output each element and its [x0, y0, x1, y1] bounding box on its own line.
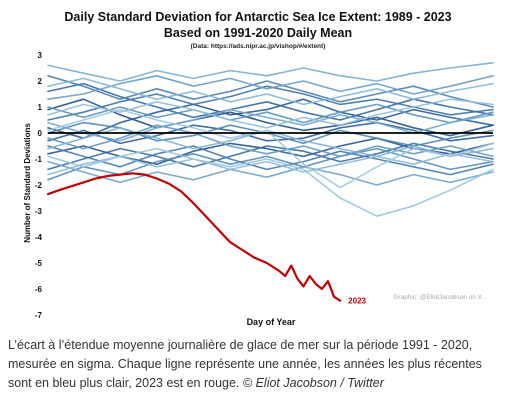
chart-title: Daily Standard Deviation for Antarctic S… [64, 10, 451, 24]
y-tick-label: 1 [38, 103, 43, 112]
series-line [47, 147, 494, 217]
series-line [47, 98, 494, 137]
chart-subtitle: Based on 1991-2020 Daily Mean [164, 26, 352, 40]
chart-source-note: (Data: https://ads.nipr.ac.jp/vishop/#/e… [191, 43, 326, 50]
chart-figure: Daily Standard Deviation for Antarctic S… [8, 0, 500, 331]
line-chart: Daily Standard Deviation for Antarctic S… [8, 0, 500, 331]
figure-caption: L’écart à l’étendue moyenne journalière … [8, 336, 500, 393]
series-line [47, 160, 494, 186]
series-line [47, 75, 494, 108]
series-line-2023 [46, 172, 342, 302]
y-tick-label: -3 [35, 207, 43, 216]
series-line [47, 98, 494, 139]
series-line [47, 103, 494, 124]
series-line [47, 77, 494, 106]
caption-credit: © Eliot Jacobson / Twitter [242, 376, 384, 390]
series-line [47, 61, 494, 82]
series-line [47, 124, 494, 158]
caption-text: L’écart à l’étendue moyenne journalière … [8, 338, 482, 390]
y-tick-label: -6 [35, 285, 43, 294]
plot-area: 3 2 1 0 -1 -2 -3 -4 -5 -6 -7 2023 [35, 51, 494, 320]
series-line [47, 108, 494, 189]
series-line [47, 75, 494, 100]
x-axis-label: Day of Year [247, 317, 296, 327]
y-tick-label: -5 [35, 259, 43, 268]
y-axis-label: Number of Standard Deviations [23, 123, 32, 243]
chart-watermark: Graphic: @EliotJacobson on X [393, 294, 482, 301]
series-line [47, 145, 494, 176]
series-line [47, 121, 494, 145]
y-tick-label: -4 [35, 233, 43, 242]
series-label-2023: 2023 [348, 297, 366, 306]
y-tick-label: 0 [38, 129, 43, 138]
y-tick-label: -7 [35, 311, 43, 320]
y-tick-label: 3 [38, 51, 43, 60]
y-tick-label: -1 [35, 155, 43, 164]
series-line [47, 142, 494, 171]
y-tick-label: 2 [38, 77, 43, 86]
y-tick-label: -2 [35, 181, 43, 190]
series-line [47, 98, 494, 129]
